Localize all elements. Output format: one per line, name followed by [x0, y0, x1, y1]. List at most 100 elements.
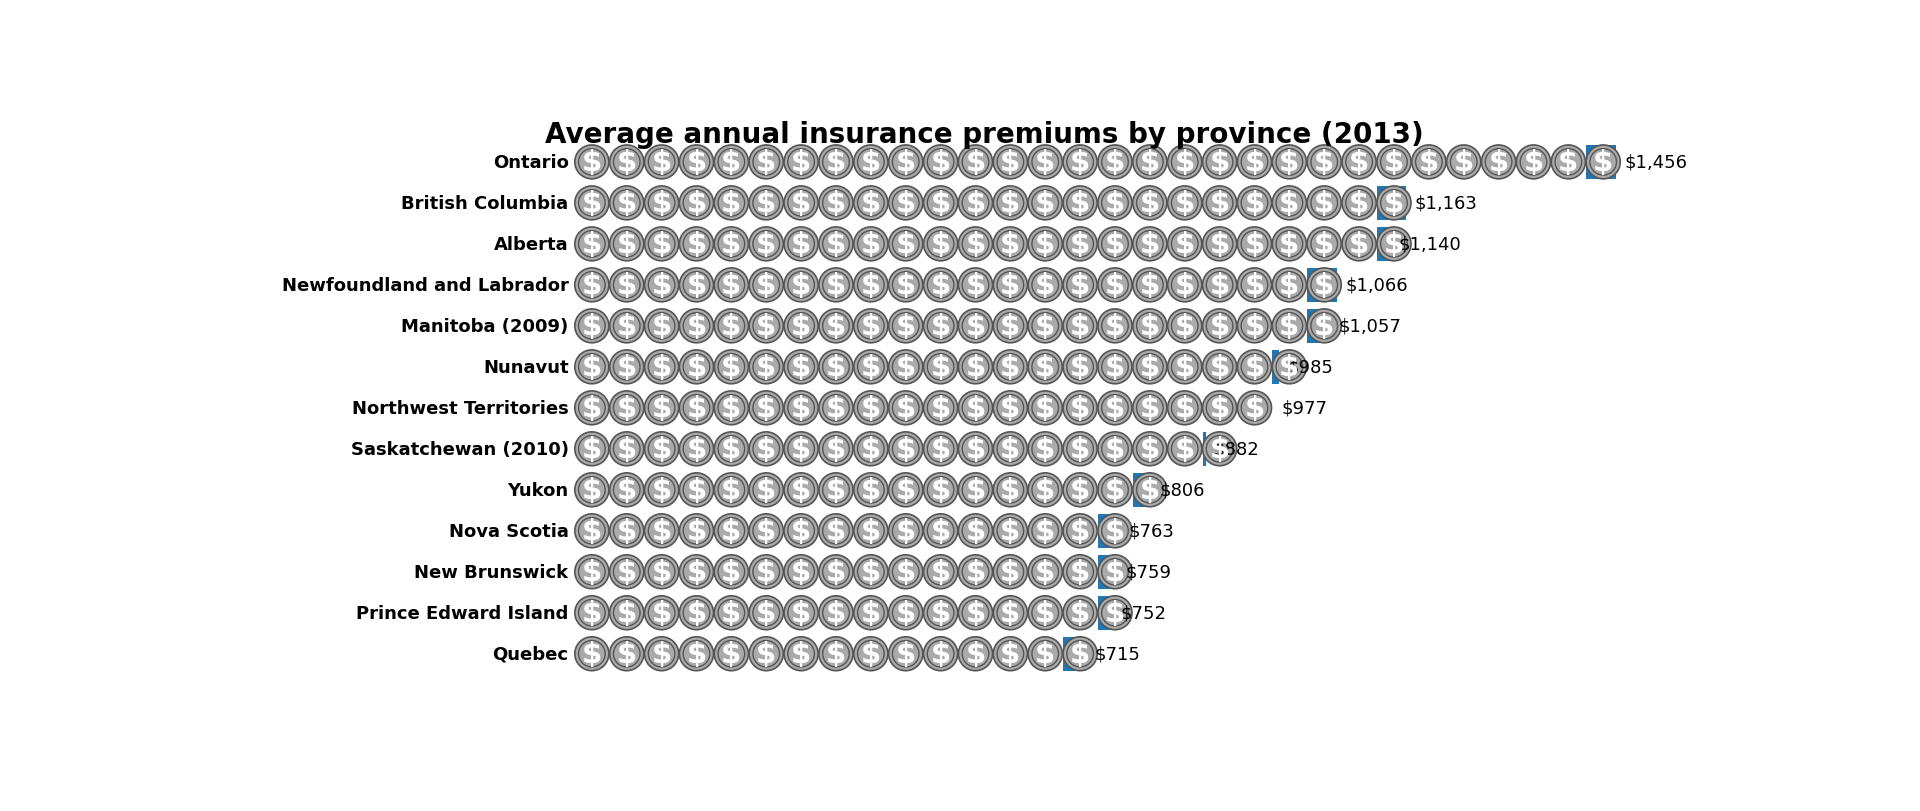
Text: $: $ — [1419, 148, 1438, 177]
Text: Nunavut: Nunavut — [484, 358, 568, 376]
Circle shape — [749, 228, 783, 261]
Text: $: $ — [1104, 517, 1125, 545]
Text: $: $ — [582, 272, 603, 299]
Circle shape — [714, 432, 749, 466]
Circle shape — [714, 514, 749, 548]
Circle shape — [1167, 146, 1202, 179]
Text: $: $ — [1384, 190, 1404, 217]
Circle shape — [1064, 514, 1096, 548]
Circle shape — [1308, 187, 1342, 221]
Circle shape — [1308, 146, 1342, 179]
Circle shape — [1029, 432, 1062, 466]
Circle shape — [645, 474, 678, 507]
Circle shape — [1098, 432, 1133, 466]
Circle shape — [1098, 228, 1133, 261]
Bar — [1586, 146, 1617, 179]
Circle shape — [958, 596, 993, 630]
Text: $: $ — [1069, 230, 1091, 259]
Text: $: $ — [616, 476, 637, 504]
Text: $: $ — [1210, 272, 1229, 299]
Text: Average annual insurance premiums by province (2013): Average annual insurance premiums by pro… — [545, 120, 1423, 148]
Text: $: $ — [582, 517, 603, 545]
Circle shape — [820, 350, 852, 384]
Circle shape — [1133, 187, 1167, 221]
Text: $: $ — [1069, 148, 1091, 177]
Text: $: $ — [616, 517, 637, 545]
Text: $: $ — [582, 558, 603, 586]
Text: $: $ — [1000, 394, 1020, 423]
Text: $: $ — [1140, 436, 1160, 463]
Circle shape — [1167, 310, 1202, 343]
Circle shape — [645, 392, 678, 425]
Text: $: $ — [826, 190, 847, 217]
Circle shape — [645, 350, 678, 384]
Circle shape — [680, 514, 714, 548]
Circle shape — [1064, 474, 1096, 507]
Text: $: $ — [791, 640, 812, 668]
Text: $: $ — [966, 312, 985, 341]
Circle shape — [714, 350, 749, 384]
Circle shape — [1029, 596, 1062, 630]
Circle shape — [645, 556, 678, 589]
Circle shape — [574, 514, 609, 548]
Circle shape — [611, 432, 643, 466]
Text: $: $ — [651, 312, 672, 341]
Text: $: $ — [1069, 394, 1091, 423]
Circle shape — [924, 596, 958, 630]
Circle shape — [1411, 146, 1446, 179]
Text: $: $ — [826, 558, 847, 586]
Text: $: $ — [722, 476, 741, 504]
Circle shape — [924, 350, 958, 384]
Text: $: $ — [756, 476, 776, 504]
Circle shape — [611, 474, 643, 507]
Circle shape — [783, 596, 818, 630]
Text: $: $ — [826, 230, 847, 259]
Text: $: $ — [685, 190, 707, 217]
Text: $: $ — [1035, 354, 1056, 381]
Text: $: $ — [616, 190, 637, 217]
Circle shape — [574, 146, 609, 179]
Circle shape — [680, 474, 714, 507]
Circle shape — [714, 392, 749, 425]
Circle shape — [1202, 146, 1236, 179]
Text: $: $ — [582, 148, 603, 177]
Text: $: $ — [966, 190, 985, 217]
Text: $: $ — [616, 436, 637, 463]
Circle shape — [611, 514, 643, 548]
Circle shape — [1029, 228, 1062, 261]
Circle shape — [1098, 556, 1133, 589]
Circle shape — [1098, 392, 1133, 425]
Text: $: $ — [582, 312, 603, 341]
Circle shape — [820, 310, 852, 343]
Circle shape — [854, 637, 887, 671]
Circle shape — [1098, 514, 1133, 548]
Circle shape — [574, 556, 609, 589]
Circle shape — [958, 514, 993, 548]
Circle shape — [1446, 146, 1480, 179]
Text: $: $ — [756, 354, 776, 381]
Text: $: $ — [966, 230, 985, 259]
Text: $: $ — [860, 272, 881, 299]
Circle shape — [1029, 392, 1062, 425]
Text: $: $ — [1140, 354, 1160, 381]
Circle shape — [1098, 268, 1133, 303]
Text: $: $ — [1035, 558, 1056, 586]
Text: $: $ — [616, 354, 637, 381]
Text: Alberta: Alberta — [493, 235, 568, 254]
Circle shape — [1273, 350, 1306, 384]
Circle shape — [1167, 432, 1202, 466]
Text: $: $ — [895, 599, 916, 627]
Circle shape — [1308, 268, 1342, 303]
Text: $: $ — [826, 148, 847, 177]
Circle shape — [680, 637, 714, 671]
Text: $: $ — [1594, 148, 1613, 177]
Circle shape — [1517, 146, 1551, 179]
Circle shape — [820, 268, 852, 303]
Text: $: $ — [1244, 312, 1265, 341]
Text: $: $ — [616, 312, 637, 341]
Circle shape — [820, 228, 852, 261]
Circle shape — [749, 596, 783, 630]
Circle shape — [783, 432, 818, 466]
Text: $: $ — [895, 190, 916, 217]
Circle shape — [1029, 187, 1062, 221]
